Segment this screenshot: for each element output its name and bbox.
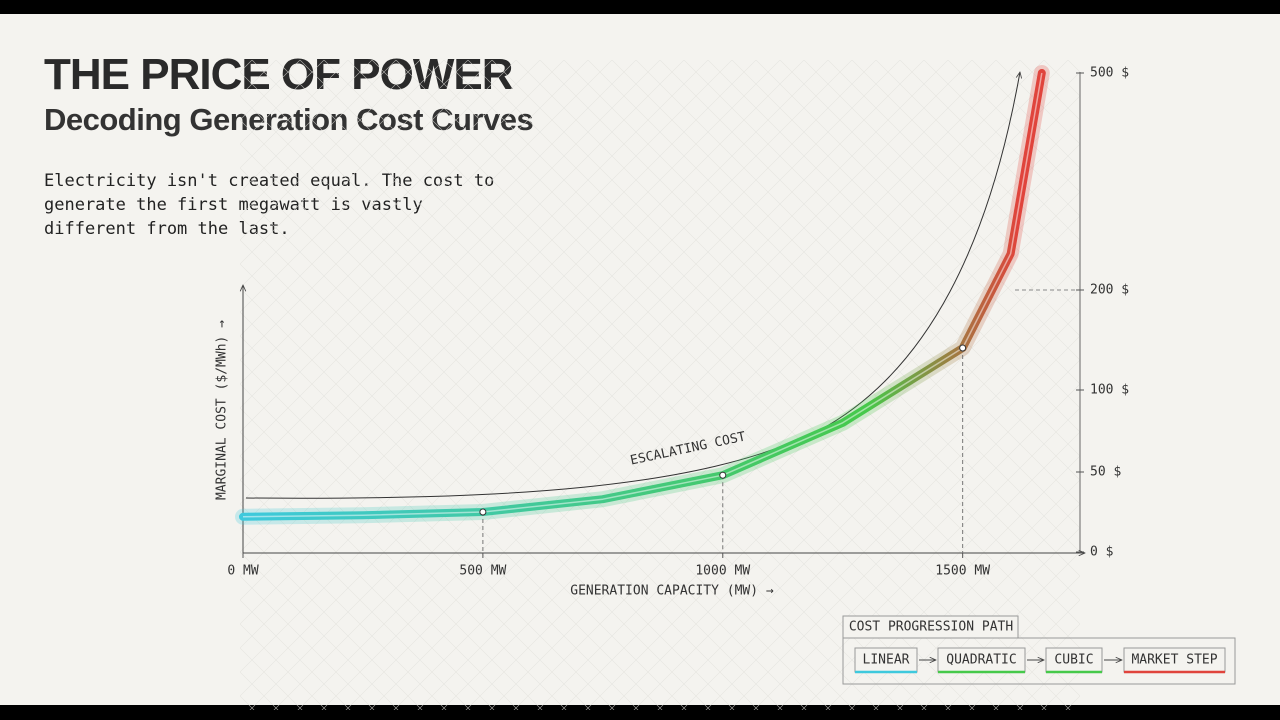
x-axis-label: GENERATION CAPACITY (MW) → xyxy=(570,584,774,599)
legend-step-box xyxy=(937,647,1026,673)
point xyxy=(479,508,487,516)
point xyxy=(719,471,727,479)
point xyxy=(959,344,967,352)
legend-step-box xyxy=(854,647,918,673)
x-tick-label: 1000 MW xyxy=(695,564,750,579)
legend-title: COST PROGRESSION PATH xyxy=(849,620,1013,635)
legend-step-box xyxy=(1045,647,1103,673)
y-tick-label: 500 $ xyxy=(1090,66,1129,81)
y-tick-label: 50 $ xyxy=(1090,465,1121,480)
y-axis-label: MARGINAL COST ($/MWh) → xyxy=(215,320,230,500)
x-tick-label: 0 MW xyxy=(227,564,258,579)
legend-step-label: QUADRATIC xyxy=(946,653,1016,668)
y-tick-label: 0 $ xyxy=(1090,545,1114,560)
legend-step-label: MARKET STEP xyxy=(1131,653,1217,668)
legend-step-label: CUBIC xyxy=(1054,653,1093,668)
x-tick-label: 500 MW xyxy=(459,564,506,579)
background-grid xyxy=(240,60,1080,710)
top-bar xyxy=(0,0,1280,14)
legend-box xyxy=(842,637,1236,685)
legend-step-label: LINEAR xyxy=(863,653,910,668)
x-tick-label: 1500 MW xyxy=(935,564,990,579)
legend-step-box xyxy=(1123,647,1226,673)
y-tick-label: 100 $ xyxy=(1090,383,1129,398)
y-tick-label: 200 $ xyxy=(1090,283,1129,298)
